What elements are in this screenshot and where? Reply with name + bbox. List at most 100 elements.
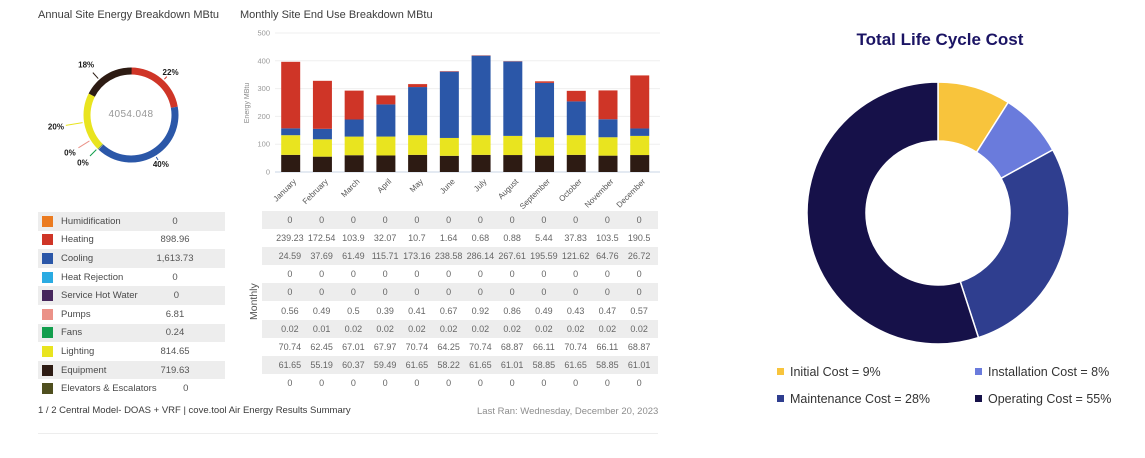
- bar-segment-cooling: [566, 101, 586, 136]
- annual-legend-row: Fans 0.24: [38, 323, 225, 343]
- annual-donut-slice-cooling: [98, 106, 179, 163]
- legend-color-swatch: [42, 215, 53, 227]
- monthly-table-cell: 0: [541, 287, 547, 298]
- bar-segment-heating: [376, 95, 396, 105]
- monthly-table-cell: 0: [509, 269, 515, 280]
- monthly-table-cell: 37.69: [310, 251, 333, 262]
- legend-color-swatch: [42, 271, 53, 283]
- legend-category-label: Pumps: [61, 308, 91, 320]
- monthly-table-axis-label: Monthly: [248, 283, 260, 321]
- legend-color-swatch: [777, 395, 784, 402]
- monthly-table-cell: 0: [477, 287, 483, 298]
- monthly-table-cell: 0.02: [439, 323, 458, 334]
- monthly-table-cell: 1.64: [439, 233, 458, 244]
- bar-segment-equipment: [439, 155, 459, 172]
- annual-donut-slice-equipment: [88, 67, 132, 97]
- annual-donut-slice-fans: [97, 143, 103, 150]
- monthly-table-cell: 68.87: [627, 341, 651, 352]
- lifecycle-legend-label: Initial Cost = 9%: [790, 364, 881, 379]
- monthly-table-cell: 0.88: [503, 233, 521, 244]
- monthly-table-cell: 0: [509, 377, 515, 388]
- monthly-table-cell: 24.59: [278, 251, 302, 262]
- annual-donut-chart: 22% 40% 0%0% 20% 18%: [48, 61, 179, 170]
- x-axis-month-label: November: [583, 177, 616, 210]
- monthly-table-cell: 239.23: [276, 233, 304, 244]
- x-axis-month-label: August: [496, 177, 521, 202]
- annual-donut-pct-label: 22%: [163, 68, 179, 77]
- monthly-table-cell: 172.54: [307, 233, 336, 244]
- monthly-table-cell: 10.7: [408, 233, 426, 244]
- bar-segment-equipment: [471, 154, 491, 172]
- bar-segment-cooling: [630, 128, 650, 136]
- x-axis-month-label: June: [438, 177, 457, 196]
- legend-color-swatch: [42, 234, 53, 246]
- monthly-table-cell: 0: [636, 377, 642, 388]
- annual-breakdown-section: Annual Site Energy Breakdown MBtu 22% 40%…: [30, 0, 230, 458]
- monthly-table-cell: 0: [636, 269, 642, 280]
- bar-segment-cooling: [408, 87, 428, 136]
- annual-donut-pct-label: 20%: [48, 122, 64, 131]
- bar-segment-heating: [630, 75, 650, 129]
- legend-color-swatch: [975, 368, 982, 375]
- monthly-table-row-fans: 0.02 0.01 0.02 0.02 0.02 0.02 0.02 0.02 0.02 0.02…: [262, 319, 658, 338]
- bar-segment-equipment: [535, 155, 555, 172]
- legend-color-swatch: [42, 345, 53, 357]
- legend-color-swatch: [42, 327, 53, 339]
- monthly-table-cell: 61.49: [342, 251, 365, 262]
- monthly-table-cell: 0: [446, 215, 452, 226]
- bar-segment-heating: [312, 80, 332, 129]
- lifecycle-legend-label: Operating Cost = 55%: [988, 391, 1112, 406]
- monthly-table-cell: 70.74: [278, 341, 302, 352]
- monthly-table-cell: 0: [319, 269, 325, 280]
- monthly-table-cell: 0: [604, 287, 610, 298]
- monthly-table-cell: 0: [287, 377, 293, 388]
- monthly-table-row-humidification: 0 0 0 0 0 0 0 0 0 0 0 0: [262, 211, 658, 230]
- monthly-table-cell: 0: [287, 269, 293, 280]
- y-axis-tick-label: 100: [257, 140, 270, 149]
- monthly-table-cell: 0.02: [344, 323, 363, 334]
- monthly-breakdown-section: Monthly Site End Use Breakdown MBtu 0 100…: [230, 0, 670, 458]
- legend-category-label: Equipment: [61, 364, 107, 376]
- legend-annual-value: 0.24: [165, 327, 185, 339]
- lifecycle-legend-label: Maintenance Cost = 28%: [790, 391, 931, 406]
- monthly-table-cell: 103.5: [596, 233, 619, 244]
- monthly-table-cell: 0: [446, 287, 452, 298]
- bar-segment-equipment: [312, 156, 332, 172]
- monthly-values-table: 0 0 0 0 0 0 0 0 0 0 0 0 239.23 172.54 103.9 32.07 10.7 1.…: [262, 211, 658, 392]
- monthly-table-cell: 61.65: [405, 359, 429, 370]
- monthly-stacked-bar-chart: 0 100 200 300 400 500 Energy MBtu January Februa…: [244, 29, 660, 211]
- monthly-table-row-heat-rejection: 0 0 0 0 0 0 0 0 0 0 0 0: [262, 265, 658, 283]
- monthly-table-cell: 62.45: [310, 341, 333, 352]
- monthly-table-cell: 0: [636, 287, 642, 298]
- monthly-table-cell: 0.56: [281, 305, 299, 316]
- monthly-table-cell: 0: [382, 287, 388, 298]
- bar-segment-heating: [344, 90, 364, 120]
- monthly-table-cell: 0: [319, 377, 325, 388]
- legend-category-label: Service Hot Water: [61, 290, 138, 302]
- lifecycle-cost-section: Total Life Cycle Cost Initial Cost = 9% I…: [760, 0, 1145, 458]
- x-axis-month-label: April: [376, 177, 394, 195]
- monthly-table-cell: 0: [604, 269, 610, 280]
- monthly-table-cell: 0: [414, 377, 420, 388]
- monthly-table-cell: 0: [446, 377, 452, 388]
- annual-donut-leader-line: [92, 72, 99, 79]
- lifecycle-legend-item: Initial Cost = 9%: [777, 365, 975, 379]
- monthly-table-cell: 0: [541, 269, 547, 280]
- monthly-table-cell: 70.74: [564, 341, 587, 352]
- x-axis-month-label: January: [272, 177, 298, 203]
- legend-category-label: Heat Rejection: [61, 271, 124, 283]
- monthly-table-cell: 68.87: [500, 341, 524, 352]
- monthly-table-cell: 0.92: [471, 305, 490, 316]
- bar-segment-lighting: [503, 135, 523, 156]
- monthly-table-cell: 58.85: [596, 359, 619, 370]
- bar-segment-cooling: [471, 55, 491, 136]
- monthly-table-cell: 60.37: [342, 359, 365, 370]
- monthly-table-row-heating: 239.23 172.54 103.9 32.07 10.7 1.64 0.68 0.88 5.…: [262, 229, 658, 247]
- monthly-table-cell: 0: [636, 215, 642, 226]
- annual-chart-title: Annual Site Energy Breakdown MBtu: [38, 9, 219, 21]
- y-axis-tick-label: 200: [257, 112, 270, 121]
- monthly-table-cell: 121.62: [561, 251, 590, 262]
- annual-donut-leader-line: [164, 76, 168, 80]
- bar-segment-lighting: [566, 135, 586, 155]
